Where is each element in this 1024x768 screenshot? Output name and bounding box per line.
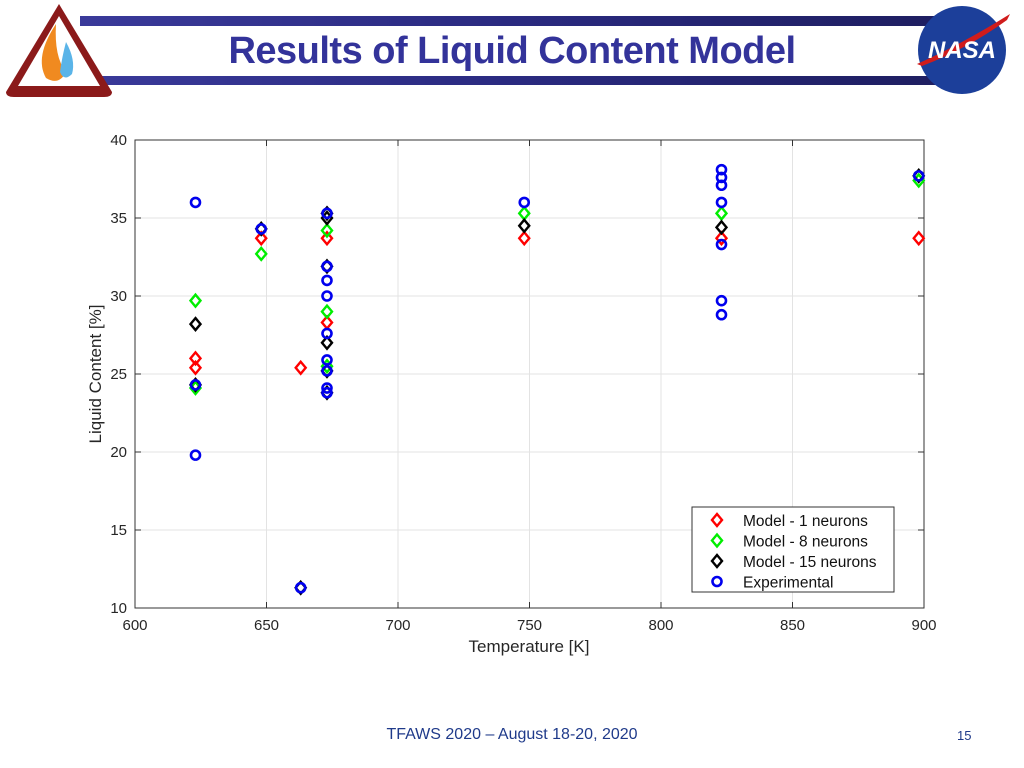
data-point-diamond bbox=[188, 350, 203, 367]
data-point-circle bbox=[321, 365, 333, 377]
header-bar-bottom bbox=[80, 76, 950, 85]
legend: Model - 1 neurons Model - 8 neurons Model … bbox=[691, 506, 895, 593]
data-point-circle bbox=[255, 223, 268, 235]
x-tick-label: 900 bbox=[911, 617, 936, 634]
data-point-circle bbox=[321, 354, 333, 366]
legend-entry: Model - 15 neurons bbox=[743, 554, 877, 571]
data-point-circle bbox=[715, 196, 728, 209]
data-point-diamond bbox=[188, 359, 203, 376]
y-tick-label: 15 bbox=[110, 522, 127, 539]
x-tick-label: 800 bbox=[648, 617, 673, 634]
data-point-diamond bbox=[912, 230, 926, 247]
data-point-diamond bbox=[714, 219, 729, 236]
data-point-circle bbox=[715, 308, 728, 321]
data-point-circle bbox=[321, 274, 333, 287]
grid bbox=[134, 139, 925, 609]
y-tick-label: 40 bbox=[110, 132, 127, 149]
legend-marker bbox=[710, 532, 724, 549]
x-tick-label: 600 bbox=[122, 617, 147, 634]
data-point-circle bbox=[189, 449, 202, 461]
data-point-diamond bbox=[320, 222, 334, 239]
x-tick-label: 700 bbox=[385, 617, 410, 634]
legend-entry: Model - 8 neurons bbox=[743, 534, 868, 551]
svg-text:NASA: NASA bbox=[928, 37, 996, 64]
y-tick-label: 10 bbox=[110, 600, 127, 617]
slide-title: Results of Liquid Content Model bbox=[228, 30, 796, 72]
data-points bbox=[188, 163, 926, 596]
data-point-diamond bbox=[320, 230, 334, 247]
data-point-circle bbox=[912, 170, 925, 182]
y-tick-label: 30 bbox=[110, 288, 127, 305]
data-point-circle bbox=[189, 379, 202, 391]
legend-entry: Model - 1 neurons bbox=[743, 513, 868, 530]
y-tick-label: 25 bbox=[110, 366, 127, 383]
data-point-circle bbox=[294, 581, 307, 594]
x-tick-label: 850 bbox=[780, 617, 805, 634]
data-point-diamond bbox=[517, 217, 531, 234]
axis-ticks: 600 650 700 750 800 850 900 10 15 20 25 30 35 40 bbox=[110, 132, 936, 634]
slide-footer: TFAWS 2020 – August 18-20, 2020 bbox=[386, 726, 638, 743]
x-axis-label: Temperature [K] bbox=[469, 637, 590, 656]
data-point-circle bbox=[321, 260, 333, 273]
x-tick-label: 750 bbox=[517, 617, 542, 634]
data-point-diamond bbox=[714, 230, 729, 247]
data-point-circle bbox=[321, 327, 333, 340]
nasa-logo: NASA bbox=[917, 6, 1010, 94]
data-point-circle bbox=[518, 196, 531, 209]
data-point-circle bbox=[321, 386, 333, 399]
data-point-diamond bbox=[714, 205, 729, 222]
page-number: 15 bbox=[957, 728, 972, 743]
data-point-circle bbox=[321, 290, 333, 302]
data-point-diamond bbox=[188, 316, 203, 332]
data-point-diamond bbox=[320, 303, 334, 320]
scatter-chart: 600 650 700 750 800 850 900 10 15 20 25 30 35 40 Temp… bbox=[86, 132, 937, 656]
legend-entry: Experimental bbox=[743, 575, 833, 592]
legend-marker bbox=[710, 553, 724, 569]
data-point-diamond bbox=[320, 334, 334, 351]
y-axis-label: Liquid Content [%] bbox=[86, 305, 105, 444]
data-point-circle bbox=[715, 294, 728, 307]
data-point-circle bbox=[715, 179, 728, 192]
data-point-circle bbox=[715, 238, 728, 251]
y-tick-label: 35 bbox=[110, 210, 127, 227]
data-point-diamond bbox=[517, 230, 531, 247]
data-point-diamond bbox=[294, 359, 308, 376]
x-tick-label: 650 bbox=[254, 617, 279, 634]
header-bar-top bbox=[80, 16, 950, 26]
data-point-circle bbox=[189, 196, 202, 209]
data-point-diamond bbox=[254, 246, 268, 262]
data-point-circle bbox=[321, 207, 333, 220]
legend-marker bbox=[711, 575, 723, 588]
data-point-diamond bbox=[254, 230, 268, 247]
data-point-diamond bbox=[188, 292, 203, 309]
data-point-circle bbox=[321, 382, 333, 394]
thermal-fluids-logo bbox=[6, 4, 112, 97]
legend-marker bbox=[710, 512, 724, 528]
y-tick-label: 20 bbox=[110, 444, 127, 461]
